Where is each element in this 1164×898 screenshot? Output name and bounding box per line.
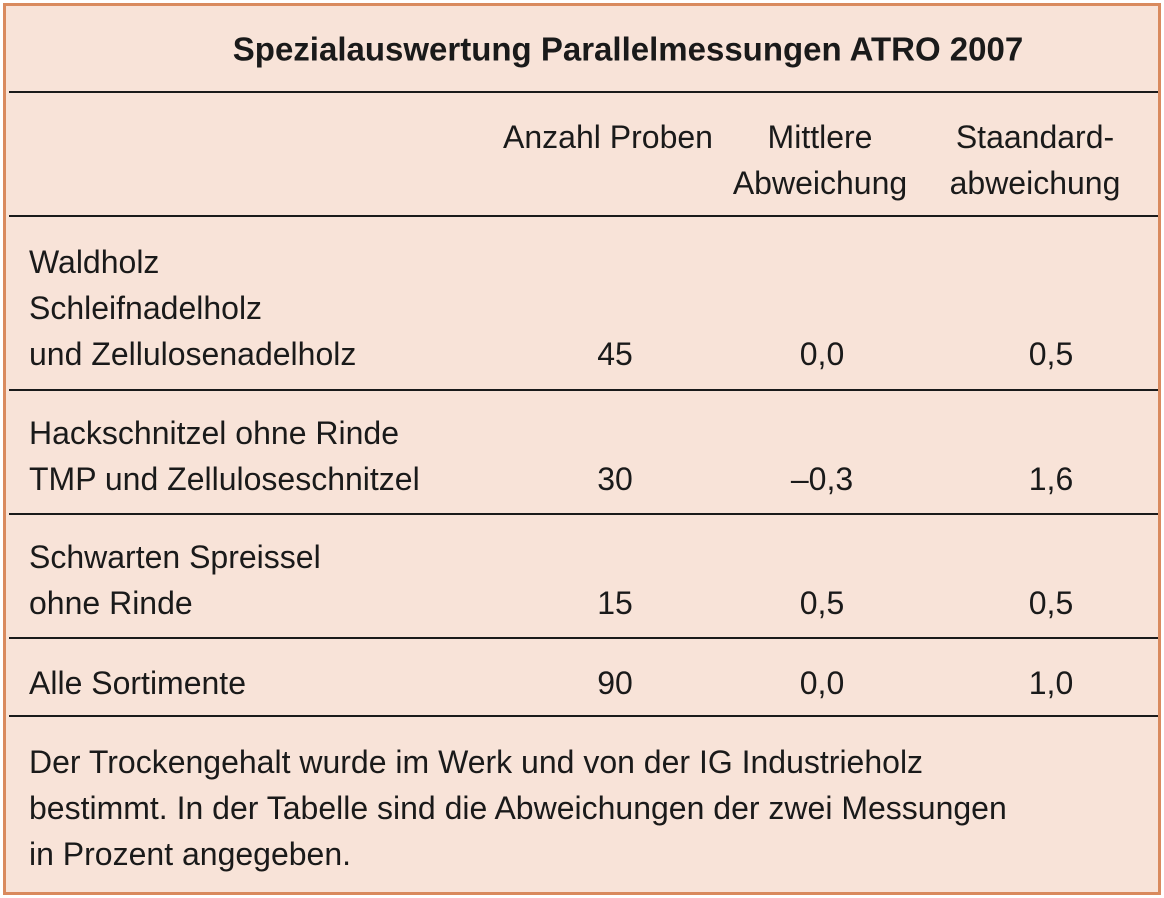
cell-value: 0,5 <box>1029 585 1073 621</box>
row-label: Hackschnitzel ohne Rinde <box>29 415 399 451</box>
column-header: Staandard- <box>956 119 1114 155</box>
row-label: Waldholz <box>29 244 159 280</box>
row-label: und Zellulosenadelholz <box>29 336 356 372</box>
cell-value: 0,0 <box>800 665 844 701</box>
column-header: Anzahl Proben <box>503 119 713 155</box>
cell-value: 1,0 <box>1029 665 1073 701</box>
column-header: abweichung <box>950 165 1121 201</box>
card-background <box>3 3 1161 895</box>
cell-value: 15 <box>597 585 633 621</box>
table-title: Spezialauswertung Parallelmessungen ATRO… <box>233 31 1023 68</box>
cell-value: 45 <box>597 336 633 372</box>
cell-value: 0,5 <box>1029 336 1073 372</box>
column-header: Abweichung <box>733 165 907 201</box>
cell-value: –0,3 <box>791 461 853 497</box>
row-label: Schleifnadelholz <box>29 290 262 326</box>
cell-value: 1,6 <box>1029 461 1073 497</box>
cell-value: 0,5 <box>800 585 844 621</box>
cell-value: 30 <box>597 461 633 497</box>
footnote: Der Trockengehalt wurde im Werk und von … <box>29 744 923 780</box>
row-label: Alle Sortimente <box>29 665 246 701</box>
cell-value: 0,0 <box>800 336 844 372</box>
footnote: bestimmt. In der Tabelle sind die Abweic… <box>29 790 1007 826</box>
cell-value: 90 <box>597 665 633 701</box>
column-header: Mittlere <box>768 119 873 155</box>
footnote: in Prozent angegeben. <box>29 836 351 872</box>
row-label: ohne Rinde <box>29 585 193 621</box>
row-label: TMP und Zelluloseschnitzel <box>29 461 420 497</box>
row-label: Schwarten Spreissel <box>29 539 321 575</box>
